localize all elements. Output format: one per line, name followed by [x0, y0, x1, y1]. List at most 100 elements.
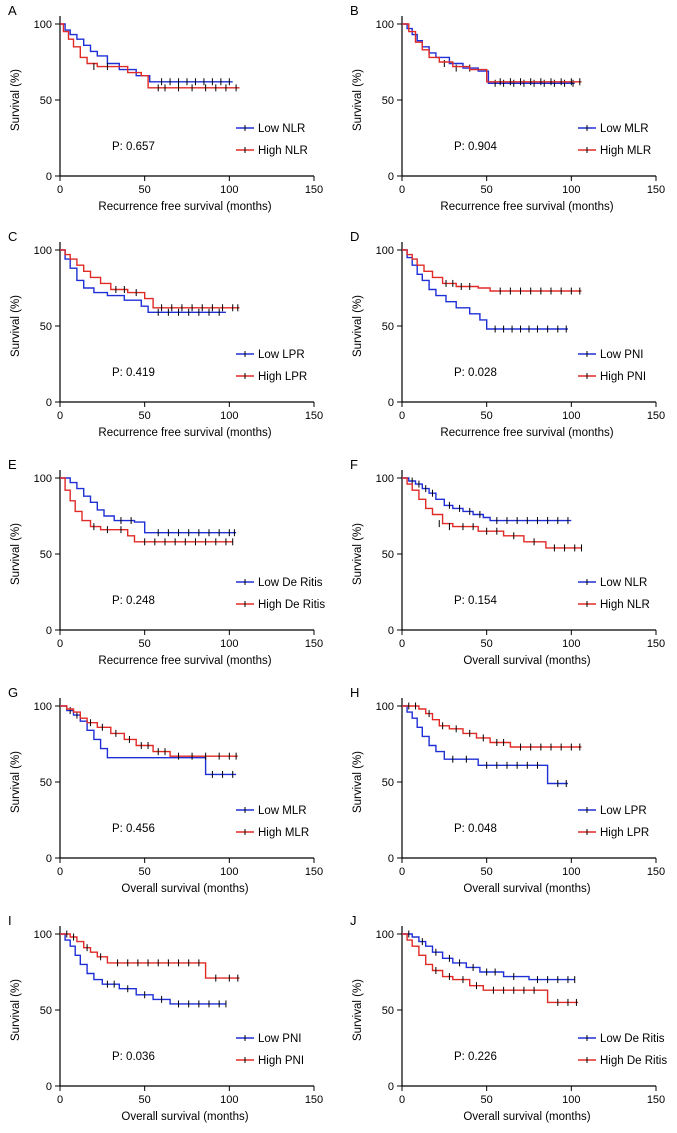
- x-tick-label: 50: [481, 410, 493, 422]
- panel-b: B 0 50 100 150 0 50 100 Recurrence free survival…: [350, 3, 665, 213]
- x-tick-label: 0: [399, 638, 405, 650]
- x-axis-label: Overall survival (months): [463, 655, 590, 667]
- legend-label-low: Low LPR: [258, 349, 305, 361]
- x-tick-label: 150: [647, 866, 665, 878]
- p-value: P: 0.456: [112, 823, 155, 835]
- y-tick-label: 0: [46, 1081, 52, 1093]
- km-curve-low: [402, 477, 572, 522]
- y-tick-label: 0: [46, 625, 52, 637]
- legend-label-low: Low PNI: [600, 349, 643, 361]
- p-value: P: 0.419: [112, 367, 155, 379]
- y-tick-label: 100: [376, 245, 394, 257]
- y-tick-label: 100: [376, 19, 394, 31]
- x-tick-label: 150: [305, 410, 323, 422]
- y-tick-label: 50: [40, 549, 52, 561]
- x-tick-label: 100: [220, 866, 238, 878]
- p-value: P: 0.248: [112, 595, 155, 607]
- x-tick-label: 0: [399, 1094, 405, 1106]
- x-tick-label: 100: [562, 1094, 580, 1106]
- legend-label-low: Low De Ritis: [600, 1033, 665, 1045]
- panel-d: D 0 50 100 150 0 50 100 Recurrence free survival…: [350, 229, 665, 439]
- km-curve-high: [402, 249, 582, 292]
- x-tick-label: 150: [647, 638, 665, 650]
- x-tick-label: 150: [305, 1094, 323, 1106]
- legend-label-high: High LPR: [600, 827, 649, 839]
- legend-label-low: Low NLR: [600, 577, 647, 589]
- y-tick-label: 100: [376, 701, 394, 713]
- panel-i: I 0 50 100 150 0 50 100 Overall survival (months…: [8, 913, 323, 1123]
- km-curve-low: [60, 933, 226, 1005]
- panel-letter: I: [8, 913, 12, 928]
- panel-c: C 0 50 100 150 0 50 100 Recurrence free survival…: [8, 229, 323, 439]
- x-tick-label: 0: [57, 410, 63, 422]
- panel-g: G 0 50 100 150 0 50 100 Overall survival (months…: [8, 685, 323, 895]
- x-tick-label: 0: [57, 1094, 63, 1106]
- panel-letter: H: [350, 685, 359, 700]
- x-tick-label: 50: [139, 866, 151, 878]
- legend-label-high: High MLR: [600, 145, 651, 157]
- x-tick-label: 50: [139, 638, 151, 650]
- km-curve-low: [60, 23, 233, 83]
- legend-label-low: Low De Ritis: [258, 577, 323, 589]
- y-axis-label: Survival (%): [352, 523, 364, 585]
- km-curve-low: [402, 23, 575, 84]
- legend-label-high: High PNI: [600, 371, 646, 383]
- legend-label-high: High De Ritis: [600, 1055, 667, 1067]
- x-tick-label: 150: [305, 866, 323, 878]
- km-curve-high: [402, 705, 582, 748]
- x-axis-label: Recurrence free survival (months): [440, 201, 613, 213]
- x-axis-label: Recurrence free survival (months): [98, 201, 271, 213]
- km-curve-low: [60, 705, 237, 776]
- y-tick-label: 0: [46, 853, 52, 865]
- x-axis-label: Overall survival (months): [463, 1111, 590, 1123]
- y-tick-label: 50: [40, 1005, 52, 1017]
- x-tick-label: 0: [57, 866, 63, 878]
- panel-letter: A: [8, 3, 17, 18]
- y-tick-label: 100: [34, 929, 52, 941]
- panel-letter: J: [350, 913, 357, 928]
- x-tick-label: 150: [647, 184, 665, 196]
- x-tick-label: 150: [647, 1094, 665, 1106]
- x-tick-label: 0: [399, 866, 405, 878]
- y-axis-label: Survival (%): [352, 69, 364, 131]
- p-value: P: 0.657: [112, 141, 155, 153]
- x-tick-label: 100: [220, 184, 238, 196]
- km-curve-low: [402, 249, 568, 330]
- legend-label-low: Low MLR: [258, 805, 307, 817]
- p-value: P: 0.154: [454, 595, 497, 607]
- km-curve-high: [60, 477, 233, 543]
- km-curve-high: [402, 477, 582, 549]
- x-tick-label: 150: [647, 410, 665, 422]
- y-axis-label: Survival (%): [10, 979, 22, 1041]
- y-tick-label: 50: [382, 95, 394, 107]
- panel-letter: G: [8, 685, 18, 700]
- y-tick-label: 100: [34, 473, 52, 485]
- y-tick-label: 50: [40, 777, 52, 789]
- p-value: P: 0.226: [454, 1051, 497, 1063]
- p-value: P: 0.036: [112, 1051, 155, 1063]
- x-tick-label: 100: [562, 638, 580, 650]
- x-tick-label: 0: [399, 184, 405, 196]
- panel-f: F 0 50 100 150 0 50 100 Overall survival (months…: [350, 457, 665, 667]
- x-tick-label: 50: [139, 184, 151, 196]
- x-tick-label: 150: [305, 638, 323, 650]
- p-value: P: 0.048: [454, 823, 497, 835]
- panel-letter: E: [8, 457, 17, 472]
- panel-letter: D: [350, 229, 359, 244]
- x-tick-label: 0: [57, 638, 63, 650]
- legend-label-high: High MLR: [258, 827, 309, 839]
- y-tick-label: 100: [376, 473, 394, 485]
- km-curve-high: [60, 705, 238, 757]
- p-value: P: 0.028: [454, 367, 497, 379]
- y-tick-label: 0: [388, 1081, 394, 1093]
- y-tick-label: 50: [40, 321, 52, 333]
- x-tick-label: 100: [562, 410, 580, 422]
- panel-letter: F: [350, 457, 358, 472]
- panel-letter: B: [350, 3, 359, 18]
- x-tick-label: 100: [220, 1094, 238, 1106]
- legend-label-high: High PNI: [258, 1055, 304, 1067]
- x-tick-label: 100: [220, 410, 238, 422]
- x-tick-label: 0: [57, 184, 63, 196]
- km-curve-low: [402, 705, 568, 785]
